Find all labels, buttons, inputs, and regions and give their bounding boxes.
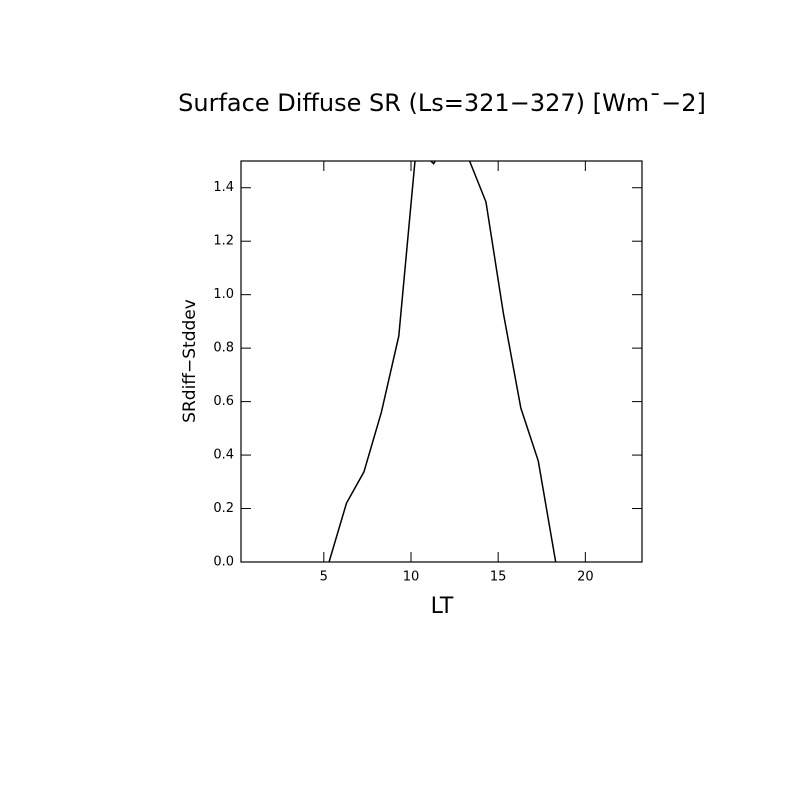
y-tick-label: 1.0 <box>213 287 234 302</box>
y-tick-label: 1.2 <box>213 234 234 249</box>
y-tick-label: 0.4 <box>213 448 234 463</box>
y-axis-label: SRdiff−Stddev <box>180 299 200 423</box>
x-axis-label: LT <box>431 594 454 619</box>
y-tick-label: 0.8 <box>213 341 234 356</box>
plot-area <box>328 161 557 562</box>
y-tick-label: 0.2 <box>213 501 234 516</box>
x-tick-label: 15 <box>490 570 507 585</box>
data-line <box>328 161 557 562</box>
plot-frame <box>240 160 643 563</box>
x-tick-label: 5 <box>320 570 328 585</box>
x-tick-label: 20 <box>577 570 594 585</box>
y-tick-label: 0.6 <box>213 394 234 409</box>
chart-title: Surface Diffuse SR (Ls=321−327) [Wm¯−2] <box>178 89 706 117</box>
x-tick-label: 10 <box>403 570 420 585</box>
y-tick-label: 0.0 <box>213 555 234 570</box>
y-tick-label: 1.4 <box>213 180 234 195</box>
